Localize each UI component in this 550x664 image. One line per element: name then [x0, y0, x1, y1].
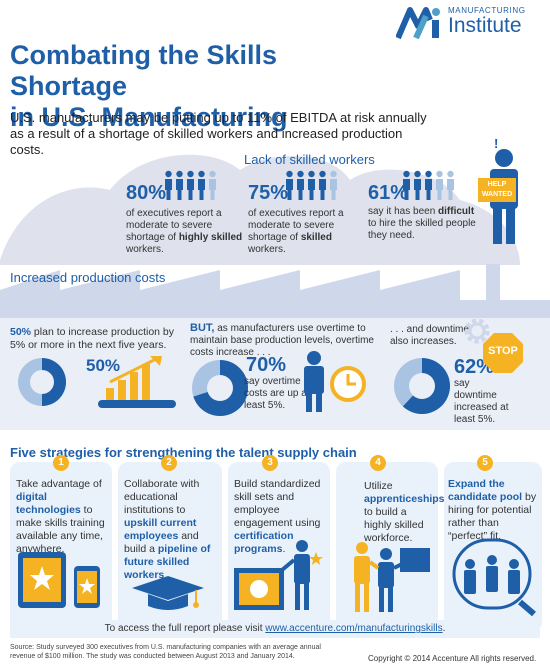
strategy-text-2: Collaborate with educational institution… [124, 478, 211, 581]
stat-61-pct: 61% [368, 182, 409, 204]
sign-line2: WANTED [481, 191, 513, 198]
person-icon [425, 170, 432, 200]
strategy-badge-1: 1 [53, 455, 69, 471]
people-group-61 [402, 170, 455, 200]
person-icon [198, 170, 205, 200]
person-icon [187, 170, 194, 200]
access-report-line: To access the full report please visit w… [104, 623, 446, 634]
plan-increase-text: 50% plan to increase production by 5% or… [10, 326, 175, 351]
strategy-text-3: Build standardized skill sets and employ… [234, 478, 321, 555]
certificate-presenter-illustration [234, 540, 323, 610]
person-icon [209, 170, 216, 200]
copyright-note: Copyright © 2014 Accenture All rights re… [368, 654, 537, 663]
strategy-text-1: Take advantage of digital technologies t… [16, 478, 105, 555]
stop-sign-icon [483, 333, 523, 373]
lack-skilled-workers-heading: Lack of skilled workers [244, 152, 375, 167]
stat-75-text: of executives report a moderate to sever… [248, 208, 344, 255]
downtime-donut [394, 358, 450, 414]
people-group-80 [164, 170, 217, 200]
stat-80-pct: 80% [126, 182, 167, 204]
stat-75-pct: 75% [248, 182, 289, 204]
exclamation-mark: ! [494, 136, 499, 151]
skills-cloud-background [0, 154, 520, 265]
strategy-badge-5: 5 [477, 455, 493, 471]
report-link[interactable]: www.accenture.com/manufacturingskills [265, 623, 443, 634]
person-icon [165, 170, 172, 200]
stat-80-text: of executives report a moderate to sever… [126, 208, 243, 255]
strategy-text-5: Expand the candidate pool by hiring for … [448, 478, 537, 542]
person-icon [286, 170, 293, 200]
source-note: Source: Study surveyed 300 executives fr… [10, 644, 321, 660]
plan-increase-illustration [18, 356, 176, 408]
person-icon [319, 170, 326, 200]
gear-icon [464, 318, 490, 344]
stat-61-text: say it has been difficult to hire the sk… [368, 206, 476, 241]
tablet-phone-illustration [18, 552, 100, 608]
title-line2: in U.S. Manufacturing [10, 102, 288, 132]
strategy-text-4: Utilize apprenticeships to build a highl… [364, 480, 445, 544]
downtime-intro-text: . . . and downtime also increases. [390, 324, 469, 347]
intro-text: U.S. manufacturers may be putting up to … [10, 110, 427, 157]
help-wanted-sign: HELP WANTED [478, 178, 516, 202]
person-icon [308, 170, 315, 200]
strategy-card-4 [336, 462, 438, 632]
strategy-badge-4: 4 [370, 455, 386, 471]
candidate-pool-illustration [452, 538, 536, 616]
plan-donut-label: 50% [86, 356, 121, 375]
person-icon [447, 170, 454, 200]
access-strip [10, 620, 540, 638]
downtime-text: say downtime increased at least 5%. [454, 378, 509, 425]
person-icon [403, 170, 410, 200]
logo-line2: Institute [448, 14, 522, 37]
stop-sign-label: STOP [488, 345, 518, 357]
sign-line1: HELP [487, 181, 507, 188]
strategy-badge-2: 2 [161, 455, 177, 471]
people-group-75 [285, 170, 338, 200]
logo-line1: MANUFACTURING [448, 6, 526, 15]
worker-clock-illustration [304, 351, 366, 412]
strategy-badge-3: 3 [262, 455, 278, 471]
overtime-donut [192, 360, 249, 416]
graduation-cap-illustration [132, 576, 204, 610]
overtime-intro-text: BUT, as manufacturers use overtime to ma… [190, 322, 374, 358]
person-icon [176, 170, 183, 200]
overtime-pct: 70% [246, 354, 287, 376]
apprenticeship-illustration [354, 542, 430, 612]
page-title: Combating the Skills Shortage in U.S. Ma… [10, 40, 390, 133]
production-costs-heading: Increased production costs [10, 270, 166, 285]
person-icon [414, 170, 421, 200]
person-icon [436, 170, 443, 200]
overtime-text: say overtime costs are up at least 5%. [244, 376, 310, 411]
person-icon [297, 170, 304, 200]
person-icon [330, 170, 337, 200]
manufacturing-institute-logo-mark [396, 7, 440, 40]
title-line1: Combating the Skills Shortage [10, 40, 278, 101]
